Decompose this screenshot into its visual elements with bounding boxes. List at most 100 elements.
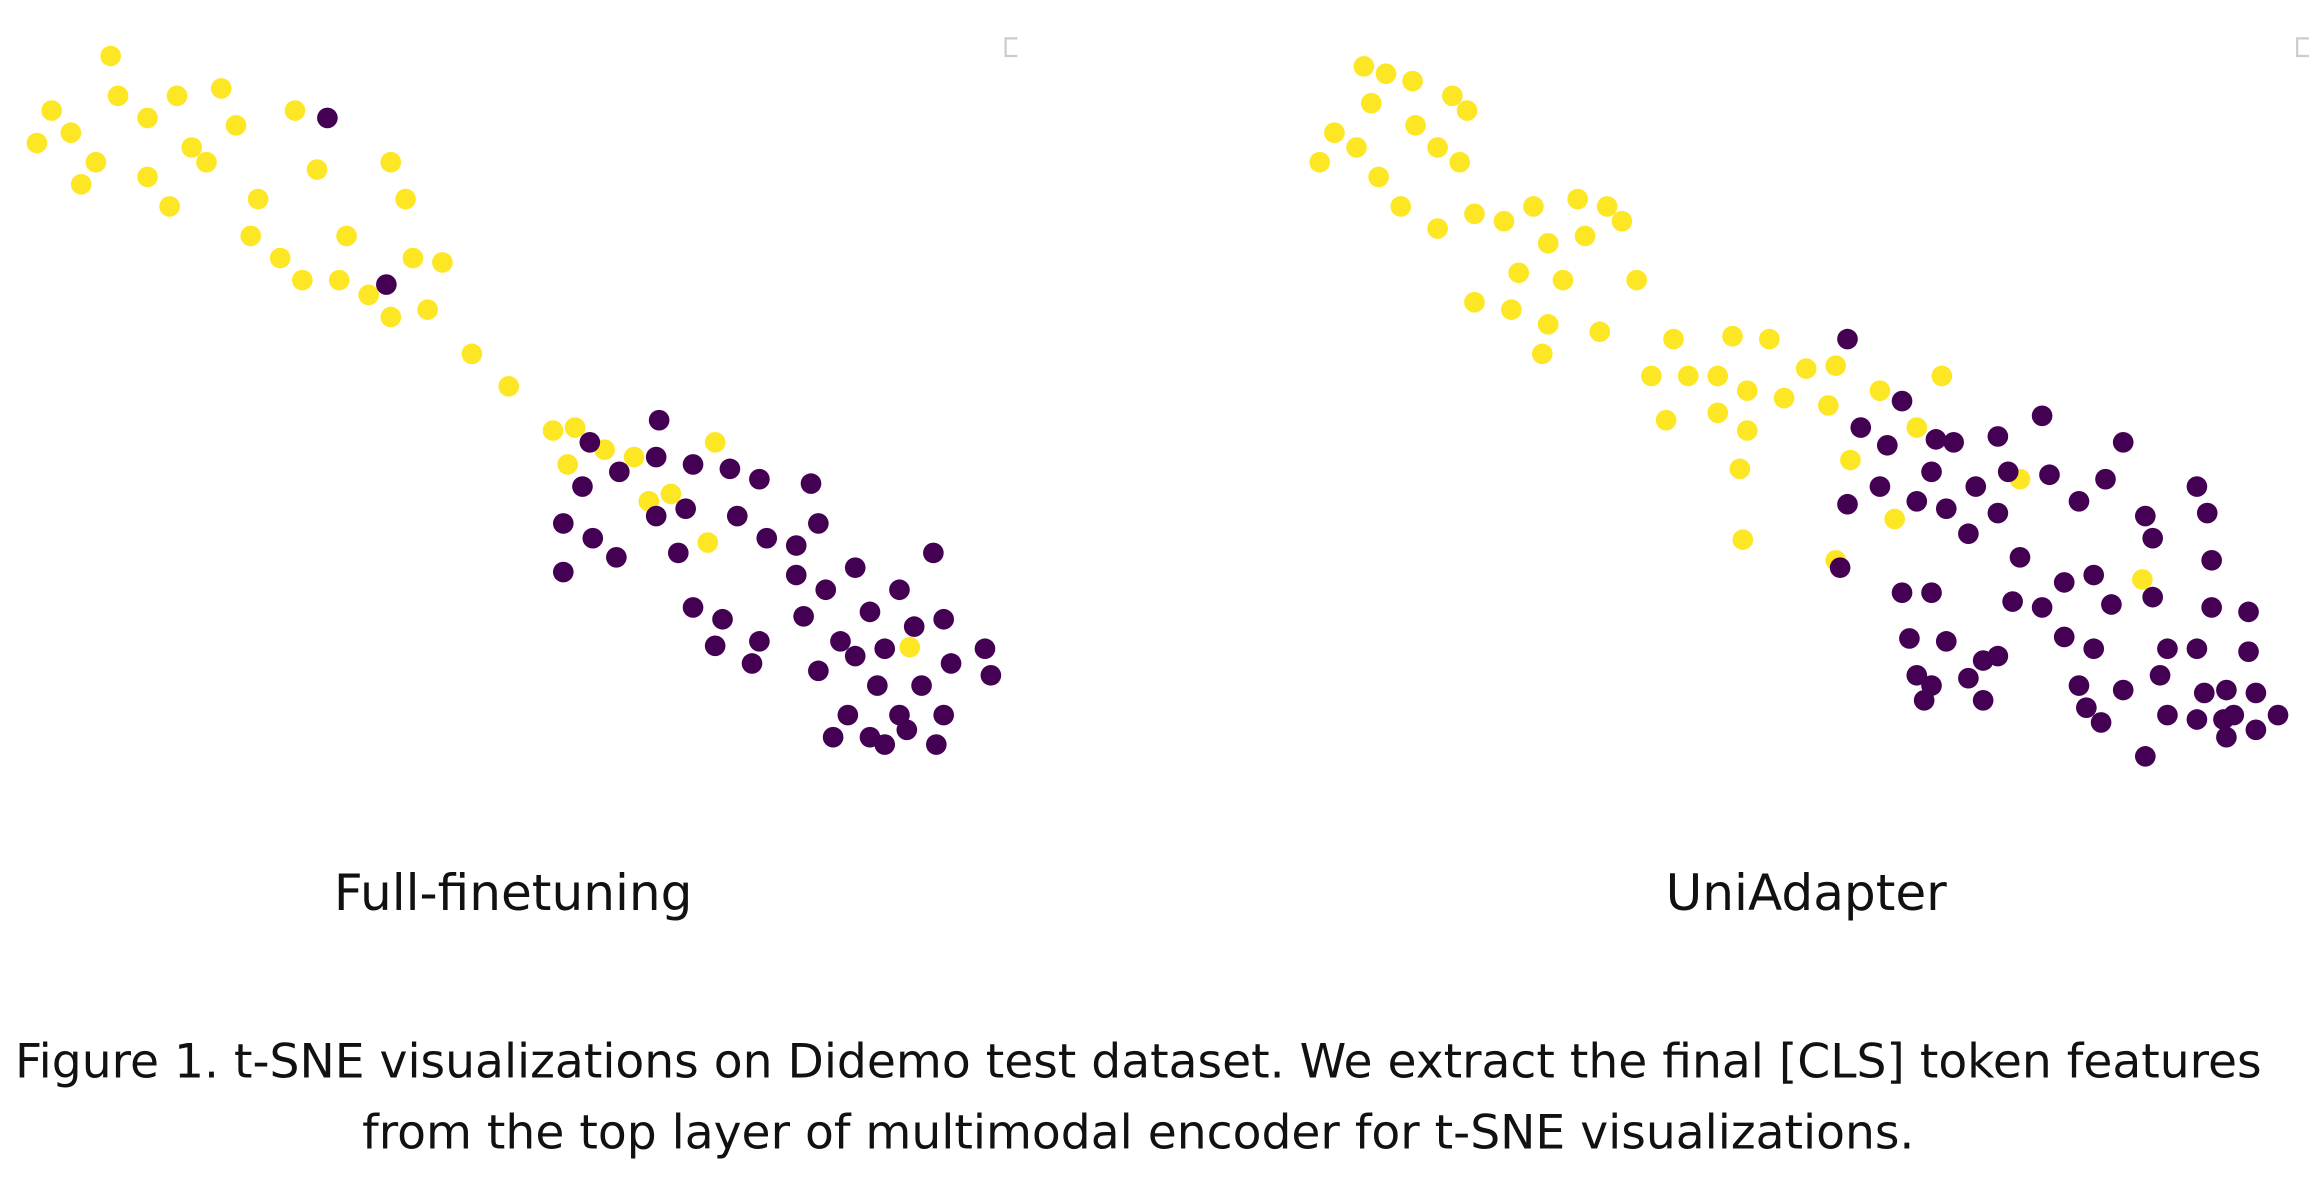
point xyxy=(1869,380,1891,402)
point xyxy=(1677,365,1699,387)
point xyxy=(682,597,704,618)
point xyxy=(933,704,955,726)
point xyxy=(2201,549,2222,571)
point xyxy=(41,100,63,121)
point xyxy=(2076,697,2097,719)
point xyxy=(1732,529,1754,550)
point xyxy=(2132,569,2153,590)
point xyxy=(867,675,888,696)
point xyxy=(2142,527,2164,549)
point xyxy=(844,557,866,578)
point xyxy=(2083,638,2105,660)
point xyxy=(85,151,107,173)
point xyxy=(697,532,719,553)
point xyxy=(1987,645,2009,667)
point xyxy=(2216,679,2237,701)
point xyxy=(830,631,851,652)
point xyxy=(2002,591,2023,612)
point xyxy=(874,638,896,660)
point xyxy=(1567,188,1588,210)
point xyxy=(645,446,667,468)
point xyxy=(1837,328,1858,350)
point xyxy=(2053,626,2075,648)
point xyxy=(1906,417,1928,438)
point xyxy=(2186,638,2208,660)
point xyxy=(1641,365,1662,387)
point xyxy=(1611,210,1633,232)
point xyxy=(1531,343,1553,365)
point xyxy=(1987,426,2009,447)
point xyxy=(1707,402,1729,424)
point xyxy=(1759,328,1780,350)
point xyxy=(1795,358,1817,379)
point xyxy=(1906,490,1928,512)
point xyxy=(225,115,247,136)
point xyxy=(1850,417,1872,438)
point xyxy=(1456,100,1478,121)
point xyxy=(417,299,438,320)
point xyxy=(1840,449,1861,471)
point xyxy=(704,635,726,657)
point xyxy=(2134,746,2156,767)
point xyxy=(704,431,726,453)
point xyxy=(2157,704,2178,726)
point xyxy=(1493,210,1515,232)
point xyxy=(1368,166,1389,188)
point xyxy=(60,122,82,144)
point xyxy=(749,631,770,652)
point xyxy=(284,100,306,121)
point xyxy=(903,616,925,637)
point xyxy=(552,561,574,583)
point xyxy=(606,546,627,568)
point xyxy=(240,225,262,247)
point xyxy=(1729,458,1751,480)
point xyxy=(933,608,955,630)
point xyxy=(808,660,829,682)
point xyxy=(756,527,778,549)
point xyxy=(844,645,866,667)
point xyxy=(1829,557,1851,578)
point xyxy=(2186,709,2208,730)
point xyxy=(896,719,918,741)
point xyxy=(1442,85,1463,107)
point xyxy=(1958,667,1979,689)
point xyxy=(837,704,859,726)
point xyxy=(1626,269,1647,291)
point xyxy=(1818,395,1839,416)
point xyxy=(1574,225,1596,247)
point xyxy=(572,476,593,497)
point xyxy=(380,306,402,328)
point xyxy=(1972,690,1994,711)
point xyxy=(2101,594,2122,615)
point xyxy=(2031,597,2053,618)
point xyxy=(785,535,807,556)
point xyxy=(1464,291,1485,313)
point xyxy=(1876,434,1898,456)
point xyxy=(645,505,667,527)
point xyxy=(1921,461,1942,483)
caption-line: from the top layer of multimodal encoder… xyxy=(362,1105,1914,1160)
point xyxy=(1523,196,1544,217)
point xyxy=(210,78,232,99)
point xyxy=(306,159,328,180)
point xyxy=(542,420,564,441)
panel-title: UniAdapter xyxy=(1666,863,1948,922)
point xyxy=(925,734,947,755)
point xyxy=(196,151,217,173)
point xyxy=(564,417,586,438)
point xyxy=(395,188,416,210)
point xyxy=(137,107,158,129)
point xyxy=(2068,490,2090,512)
point xyxy=(980,664,1002,686)
point xyxy=(2149,664,2171,686)
point xyxy=(70,173,92,195)
point xyxy=(1825,355,1847,376)
point xyxy=(269,247,291,269)
point xyxy=(2201,597,2222,618)
point xyxy=(2068,675,2090,696)
point xyxy=(107,85,129,107)
point xyxy=(1663,328,1684,350)
point xyxy=(317,107,338,129)
point xyxy=(974,638,996,660)
point xyxy=(1899,628,1920,649)
